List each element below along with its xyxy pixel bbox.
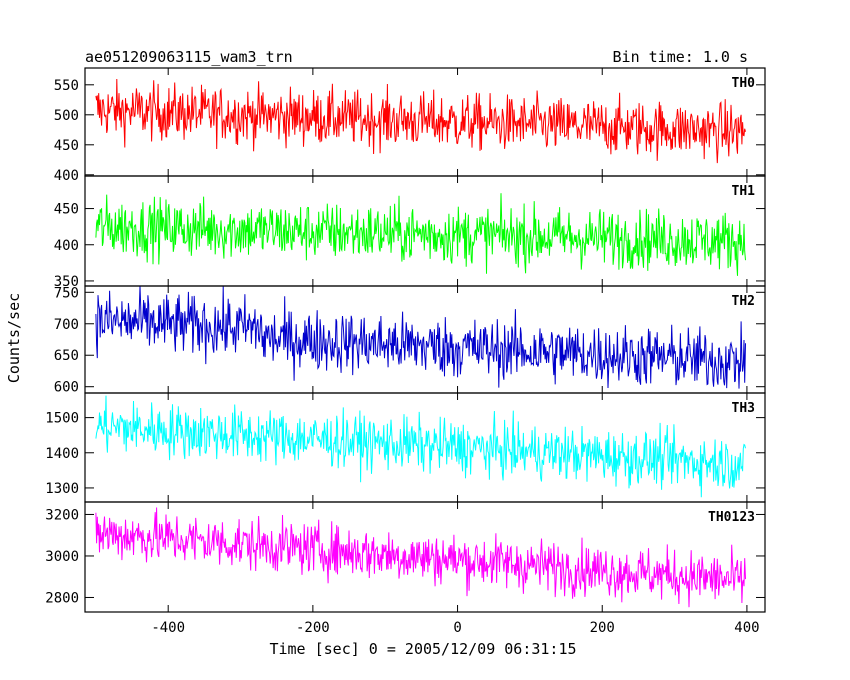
panel-label: TH1 xyxy=(732,184,756,199)
x-tick-label: 200 xyxy=(590,620,615,636)
series-line-th2 xyxy=(95,285,746,389)
panel-th1: 350 400 450 TH1 xyxy=(54,175,766,290)
panel-frame xyxy=(84,285,766,394)
y-tick-label: 1300 xyxy=(45,481,79,497)
x-tick-label: 400 xyxy=(734,620,759,636)
series-line-th0 xyxy=(95,78,746,164)
panel-th3: 1300 1400 1500 TH3 xyxy=(45,392,766,503)
panel-label: TH3 xyxy=(732,401,755,416)
panel-label: TH2 xyxy=(732,294,755,309)
y-tick-label: 1500 xyxy=(45,411,79,427)
y-tick-label: 3200 xyxy=(45,507,79,523)
y-tick-label: 700 xyxy=(54,317,79,333)
chart-title: ae051209063115_wam3_trn xyxy=(85,48,293,66)
chart-subtitle: Bin time: 1.0 s xyxy=(613,48,748,66)
y-tick-label: 750 xyxy=(54,285,79,301)
series-line-th3 xyxy=(95,395,746,498)
x-tick-label: -400 xyxy=(151,620,185,636)
y-tick-label: 450 xyxy=(54,138,79,154)
y-tick-label: 3000 xyxy=(45,549,79,565)
y-axis-label: Counts/sec xyxy=(5,293,23,383)
y-tick-label: 650 xyxy=(54,348,79,364)
panel-label: TH0123 xyxy=(708,510,755,525)
x-axis-label: Time [sec] 0 = 2005/12/09 06:31:15 xyxy=(269,640,576,658)
y-tick-label: 1400 xyxy=(45,446,79,462)
y-tick-label: 500 xyxy=(54,108,79,124)
panel-th0123: 2800 3000 3200 TH0123 xyxy=(45,501,766,613)
x-tick-label: -200 xyxy=(296,620,330,636)
y-tick-label: 400 xyxy=(54,238,79,254)
panel-th0: 400 450 500 550 TH0 xyxy=(54,67,766,184)
y-tick-label: 350 xyxy=(54,274,79,290)
y-tick-label: 600 xyxy=(54,380,79,396)
y-tick-label: 2800 xyxy=(45,590,79,606)
y-tick-label: 550 xyxy=(54,78,79,94)
series-line-th0123 xyxy=(95,507,746,608)
series-line-th1 xyxy=(95,193,746,276)
panel-th2: 600 650 700 750 TH2 xyxy=(54,285,766,396)
panels-group: 400 450 500 550 TH0 350 400 450 TH1 600 650 700 750 T… xyxy=(45,67,766,636)
y-tick-label: 450 xyxy=(54,202,79,218)
y-tick-label: 400 xyxy=(54,168,79,184)
panel-frame xyxy=(84,392,766,503)
x-tick-label: 0 xyxy=(453,620,461,636)
panel-frame xyxy=(84,501,766,613)
panel-label: TH0 xyxy=(732,76,756,91)
